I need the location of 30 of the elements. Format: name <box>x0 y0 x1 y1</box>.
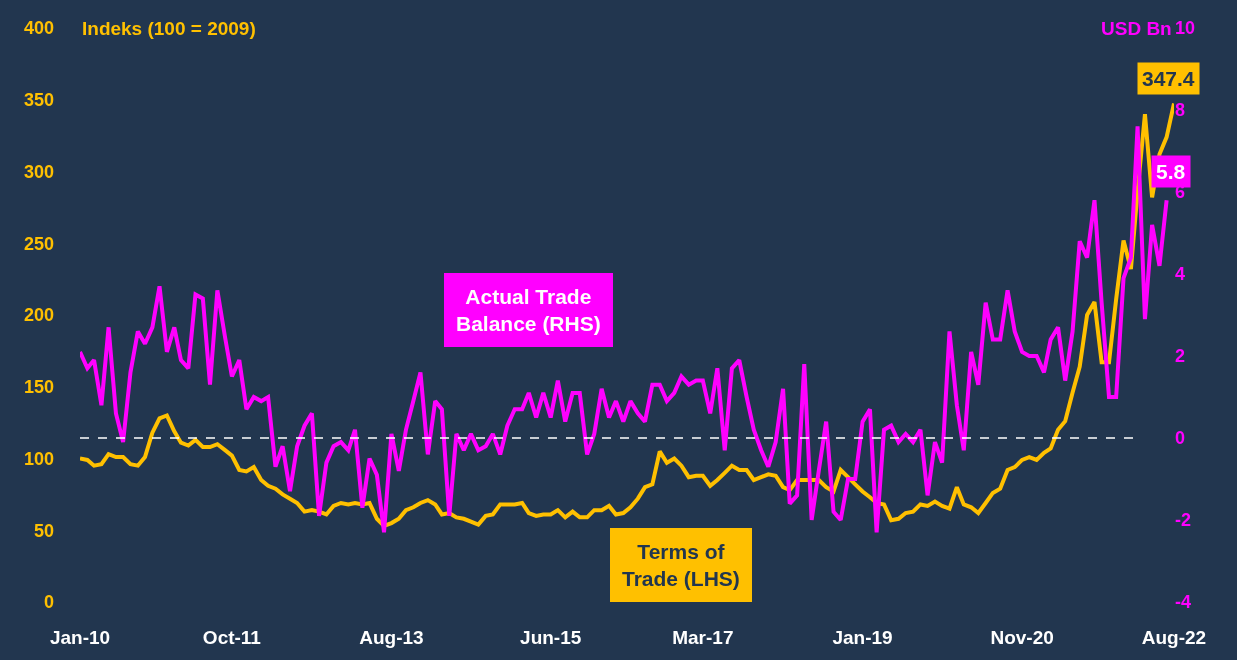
data-label: 5.8 <box>1156 160 1186 183</box>
y-tick-label: 250 <box>23 233 54 254</box>
x-tick-label: Jan-10 <box>49 627 111 648</box>
y-axis-title: Indeks (100 = 2009) <box>82 18 256 39</box>
y2-tick-label: 10 <box>1175 18 1196 39</box>
y-tick-label: 200 <box>23 305 54 326</box>
y2-tick-label: 8 <box>1175 100 1186 121</box>
x-tick-label: Nov-20 <box>990 627 1054 648</box>
y2-tick-label: -4 <box>1175 592 1192 613</box>
x-tick-label: Jun-15 <box>520 627 582 648</box>
y-tick-label: 350 <box>23 90 54 111</box>
data-label: 347.4 <box>1142 67 1195 90</box>
x-tick-label: Oct-11 <box>202 627 262 648</box>
y-tick-label: 150 <box>23 377 54 398</box>
x-tick-label: Jan-19 <box>832 627 893 648</box>
x-tick-label: Mar-17 <box>672 627 734 648</box>
y2-tick-label: -2 <box>1175 510 1192 531</box>
y2-tick-label: 0 <box>1175 428 1186 449</box>
y2-tick-label: 4 <box>1175 264 1186 285</box>
y-tick-label: 400 <box>23 18 54 39</box>
text: Actual Trade Balance (RHS) <box>456 285 601 336</box>
x-tick-label: Aug-22 <box>1141 627 1207 648</box>
y2-axis-title: USD Bn <box>1101 18 1172 39</box>
x-tick-label: Aug-13 <box>359 627 424 648</box>
y-tick-label: 100 <box>23 448 54 469</box>
y-tick-label: 50 <box>33 520 54 541</box>
y2-tick-label: 2 <box>1175 346 1186 367</box>
y-tick-label: 0 <box>43 592 54 613</box>
y-tick-label: 300 <box>23 161 54 182</box>
series-label: Terms of Trade (LHS) <box>622 540 740 591</box>
